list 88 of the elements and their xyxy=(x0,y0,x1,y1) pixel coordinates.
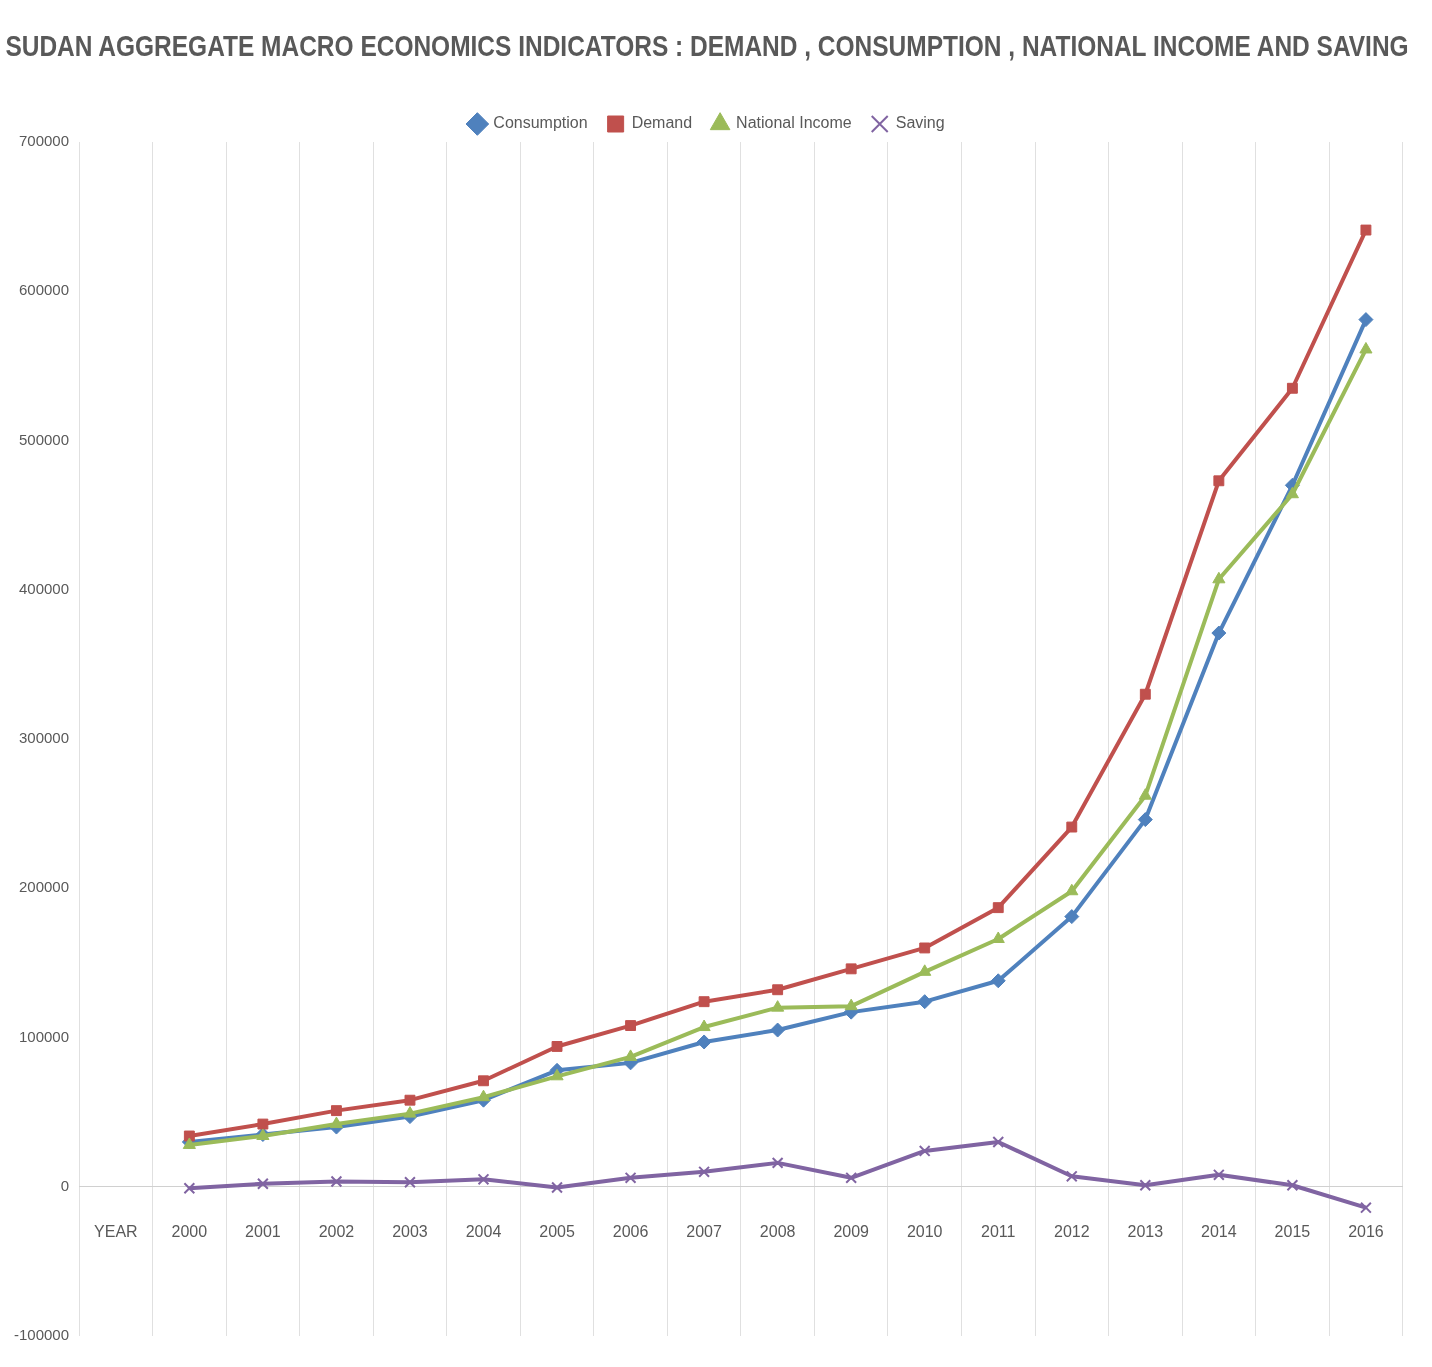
point xyxy=(918,1144,931,1157)
point xyxy=(1211,625,1227,641)
point xyxy=(1213,475,1225,487)
point xyxy=(1359,1201,1372,1214)
x-tick-label: 2002 xyxy=(318,1222,355,1240)
y-tick-label: 100000 xyxy=(18,1027,70,1045)
y-tick-label: 300000 xyxy=(18,729,70,747)
point xyxy=(917,994,933,1010)
y-tick-label: 600000 xyxy=(18,281,70,299)
x-tick-label: 2004 xyxy=(465,1222,502,1240)
point xyxy=(1212,571,1226,584)
y-tick-label: 500000 xyxy=(18,430,70,448)
point xyxy=(257,1118,269,1130)
point xyxy=(990,973,1006,989)
point xyxy=(992,1136,1005,1148)
point xyxy=(551,1181,563,1194)
point xyxy=(1066,821,1078,833)
point xyxy=(329,1116,343,1129)
point xyxy=(1286,1179,1299,1192)
y-tick-label: 200000 xyxy=(18,878,70,896)
point xyxy=(256,1177,269,1190)
point xyxy=(477,1173,490,1186)
x-tick-label: 2008 xyxy=(759,1222,796,1240)
point xyxy=(771,1000,785,1012)
point xyxy=(991,931,1005,943)
point xyxy=(1064,909,1080,925)
point xyxy=(1212,1168,1225,1181)
x-tick-label: 2014 xyxy=(1201,1222,1237,1240)
point xyxy=(183,1182,196,1195)
legend-label: Consumption xyxy=(493,114,588,132)
x-tick-label: 2006 xyxy=(612,1222,649,1240)
point xyxy=(1358,312,1374,328)
x-tick-label: 2003 xyxy=(392,1222,428,1240)
point xyxy=(330,1175,343,1188)
x-tick-label: 2011 xyxy=(981,1222,1016,1240)
point xyxy=(1286,382,1298,394)
point xyxy=(770,1022,786,1038)
point xyxy=(551,1041,563,1052)
point xyxy=(992,902,1004,914)
x-tick-label: 2016 xyxy=(1348,1222,1384,1240)
point xyxy=(403,1106,417,1118)
point xyxy=(844,998,858,1011)
point xyxy=(772,984,784,996)
y-tick-label: -100000 xyxy=(13,1326,70,1344)
point xyxy=(1360,224,1372,236)
point xyxy=(478,1075,489,1087)
y-tick-label: 0 xyxy=(60,1176,70,1194)
point xyxy=(698,1165,711,1178)
point xyxy=(625,1020,637,1032)
point xyxy=(624,1171,637,1184)
point xyxy=(696,1034,712,1050)
point xyxy=(404,1094,416,1106)
x-tick-label: 2001 xyxy=(245,1222,281,1240)
point xyxy=(697,1019,711,1032)
legend-label: Demand xyxy=(631,114,693,132)
point xyxy=(1065,1170,1078,1183)
point xyxy=(1138,788,1152,800)
point xyxy=(771,1156,784,1169)
point xyxy=(404,1176,416,1189)
point xyxy=(1285,486,1299,499)
y-tick-label: 400000 xyxy=(18,579,70,597)
x-tick-label: 2010 xyxy=(906,1222,943,1240)
chart-title: SUDAN AGGREGATE MACRO ECONOMICS INDICATORS : DEMAND , CONSUMPTION , NATIONAL INCOME AND SAVING xyxy=(5,28,1409,63)
x-tick-label: 2012 xyxy=(1053,1222,1090,1240)
point xyxy=(624,1049,638,1061)
point xyxy=(1139,1179,1152,1192)
x-tick-label: 2000 xyxy=(171,1222,208,1240)
legend-label: National Income xyxy=(736,114,852,132)
point xyxy=(919,942,931,954)
point xyxy=(698,996,710,1008)
point xyxy=(1139,688,1151,700)
x-tick-label: 2005 xyxy=(539,1222,575,1240)
y-tick-label: 700000 xyxy=(18,132,70,150)
point xyxy=(550,1068,564,1081)
x-tick-label: 2015 xyxy=(1274,1222,1311,1240)
point xyxy=(1065,883,1079,896)
point xyxy=(845,963,857,975)
point xyxy=(330,1105,342,1117)
x-tick-label: 2009 xyxy=(833,1222,870,1240)
point xyxy=(918,964,932,976)
point xyxy=(1137,812,1153,828)
x-tick-label: 2007 xyxy=(686,1222,722,1240)
legend-label: Saving xyxy=(895,114,945,132)
point xyxy=(845,1171,858,1184)
x-tick-label: 2013 xyxy=(1127,1222,1164,1240)
point xyxy=(1359,341,1373,354)
point xyxy=(476,1089,491,1102)
x-tick-label: YEAR xyxy=(94,1222,138,1240)
